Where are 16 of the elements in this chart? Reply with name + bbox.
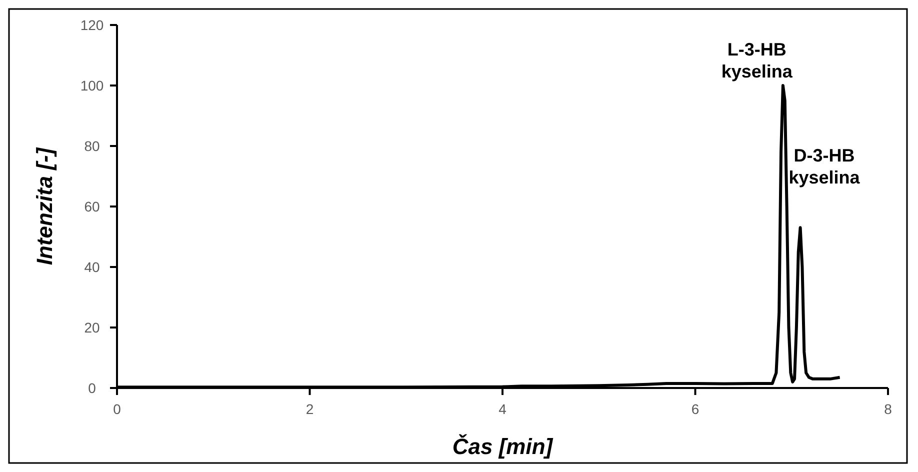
y-tick-label: 40 (84, 258, 100, 275)
x-tick-label: 4 (498, 401, 507, 417)
y-tick-label: 60 (84, 198, 100, 214)
y-tick-label: 100 (80, 77, 104, 94)
y-tick-label: 120 (80, 16, 104, 33)
x-tick-label: 2 (306, 401, 314, 417)
y-axis-title: Intenzita [-] (32, 147, 57, 266)
y-tick-label: 0 (88, 380, 96, 396)
x-tick-label: 8 (884, 401, 892, 417)
x-tick-label: 6 (691, 401, 700, 417)
x-tick-label: 0 (113, 401, 122, 417)
x-axis-title: Čas [min] (452, 434, 554, 459)
annotation: L-3-HB kyselina (721, 40, 794, 82)
annotation: D-3-HB kyselina (788, 146, 861, 188)
y-tick-label: 20 (84, 319, 100, 336)
y-tick-label: 80 (84, 138, 100, 154)
